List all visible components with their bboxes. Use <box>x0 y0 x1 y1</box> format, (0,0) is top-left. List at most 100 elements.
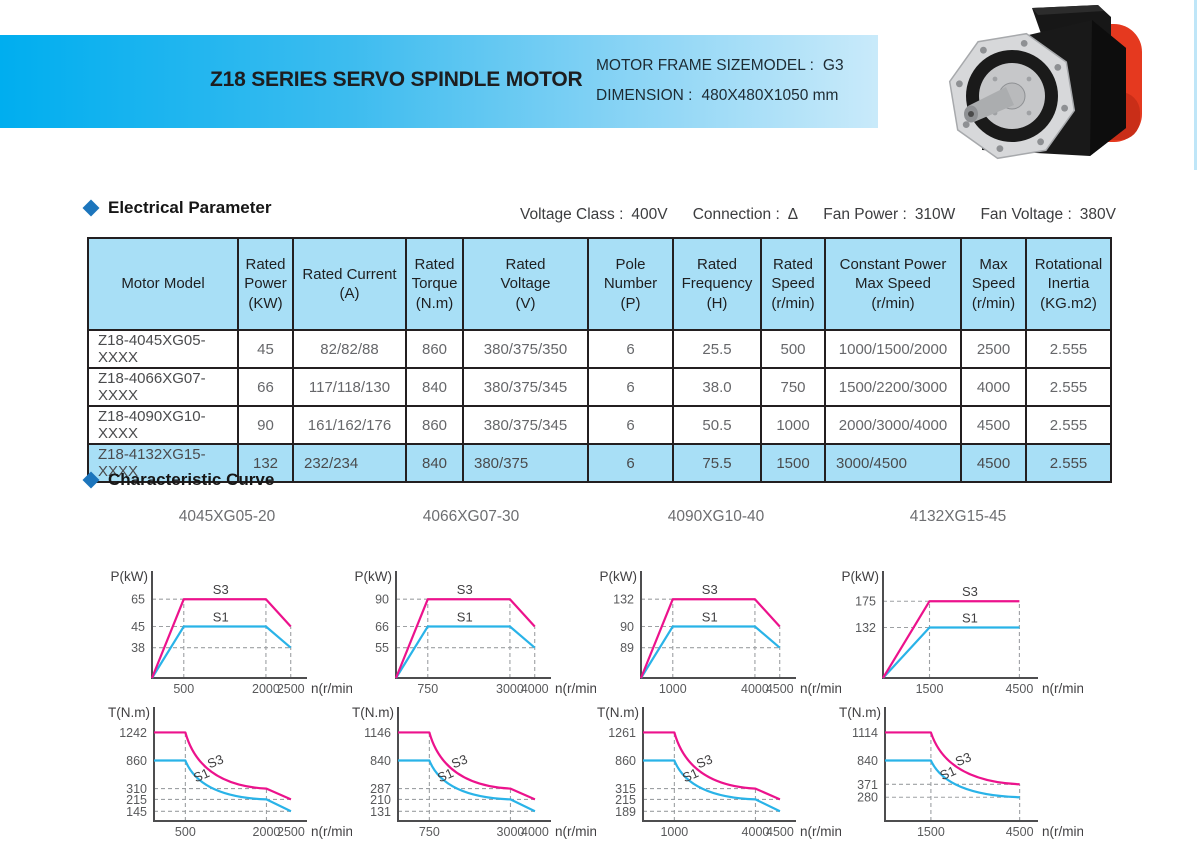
col-constant-power-max-speed: Constant Power Max Speed (r/min) <box>824 237 962 331</box>
svg-text:S3: S3 <box>962 584 978 599</box>
svg-text:1500: 1500 <box>916 682 944 696</box>
svg-text:860: 860 <box>126 754 147 768</box>
value-cell: 66 <box>237 367 294 407</box>
chart-title-4045: 4045XG05-20 <box>178 508 276 525</box>
motor-junction-box-top <box>1032 5 1104 15</box>
dimension-line: DIMENSION : 480X480X1050 mm <box>596 81 844 111</box>
value-cell: 2.555 <box>1025 443 1112 483</box>
value-cell: 1500/2200/3000 <box>824 367 962 407</box>
value-cell: 45 <box>237 329 294 369</box>
page-title: Z18 SERIES SERVO SPINDLE MOTOR <box>210 68 583 91</box>
header-band: Z18 SERIES SERVO SPINDLE MOTOR MOTOR FRA… <box>0 35 878 128</box>
power-chart-svg: S3 S1 P(kW) n(r/min) 175 132 1500 4500 <box>842 569 1089 696</box>
electrical-parameter-table: Motor Model Rated Power (KW) Rated Curre… <box>87 237 1112 483</box>
svg-text:n(r/min): n(r/min) <box>555 681 596 696</box>
value-cell: 6 <box>587 443 674 483</box>
motor-flange-bolts <box>956 40 1068 153</box>
col-rotational-inertia: Rotational Inertia (KG.m2) <box>1025 237 1112 331</box>
svg-text:T(N.m): T(N.m) <box>108 705 150 720</box>
svg-text:S3: S3 <box>449 751 469 771</box>
motor-body-side <box>1090 20 1126 156</box>
frame-size-value: G3 <box>822 57 844 74</box>
svg-text:n(r/min): n(r/min) <box>1042 681 1083 696</box>
value-cell: 380/375/345 <box>462 405 589 445</box>
svg-text:215: 215 <box>126 793 147 807</box>
value-cell: 132 <box>237 443 294 483</box>
motor-model-cell: Z18-4045XG05-XXXX <box>87 329 239 369</box>
svg-text:n(r/min): n(r/min) <box>1042 824 1083 839</box>
svg-text:S3: S3 <box>457 582 473 597</box>
svg-text:S1: S1 <box>680 765 701 785</box>
svg-text:840: 840 <box>857 754 878 768</box>
svg-text:n(r/min): n(r/min) <box>311 681 352 696</box>
value-cell: 380/375/350 <box>462 329 589 369</box>
power-chart-4132: S3 S1 P(kW) n(r/min) 175 132 1500 4500 <box>833 565 1089 705</box>
svg-text:1261: 1261 <box>608 726 636 740</box>
value-cell: 500 <box>760 329 826 369</box>
page-edge-decoration <box>1194 0 1197 170</box>
value-cell: 50.5 <box>672 405 762 445</box>
connection-spec: Connection :Δ <box>692 206 799 223</box>
col-max-speed: Max Speed (r/min) <box>960 237 1027 331</box>
svg-text:n(r/min): n(r/min) <box>800 681 841 696</box>
svg-text:4000: 4000 <box>521 682 549 696</box>
frame-size-line: MOTOR FRAME SIZEMODEL : G3 <box>596 51 844 81</box>
value-cell: 1000 <box>760 405 826 445</box>
svg-text:3000: 3000 <box>497 825 525 839</box>
svg-text:4000: 4000 <box>742 825 770 839</box>
value-cell: 90 <box>237 405 294 445</box>
svg-text:S3: S3 <box>702 582 718 597</box>
value-cell: 860 <box>405 329 464 369</box>
svg-text:500: 500 <box>173 682 194 696</box>
svg-text:38: 38 <box>131 641 145 655</box>
svg-text:860: 860 <box>615 754 636 768</box>
value-cell: 4500 <box>960 405 1027 445</box>
col-rated-current: Rated Current (A) <box>292 237 407 331</box>
svg-text:T(N.m): T(N.m) <box>597 705 639 720</box>
svg-text:45: 45 <box>131 620 145 634</box>
svg-text:S1: S1 <box>702 609 718 624</box>
svg-text:P(kW): P(kW) <box>600 569 638 584</box>
motor-plate-bolts <box>992 76 1032 116</box>
value-cell: 1000/1500/2000 <box>824 329 962 369</box>
motor-shaft <box>968 87 1014 122</box>
value-cell: 161/162/176 <box>292 405 407 445</box>
table-row: Z18-4132XG15-XXXX 132 232/234 840 380/375 6 75… <box>87 443 1112 483</box>
svg-text:132: 132 <box>855 621 876 635</box>
svg-text:S1: S1 <box>191 765 212 785</box>
value-cell: 4000 <box>960 367 1027 407</box>
svg-text:S1: S1 <box>435 765 456 785</box>
svg-text:215: 215 <box>615 793 636 807</box>
svg-text:T(N.m): T(N.m) <box>352 705 394 720</box>
value-cell: 6 <box>587 367 674 407</box>
svg-text:189: 189 <box>615 805 636 819</box>
chart-title-4066: 4066XG07-30 <box>422 508 520 525</box>
svg-text:4000: 4000 <box>521 825 549 839</box>
value-cell: 82/82/88 <box>292 329 407 369</box>
svg-text:4500: 4500 <box>1006 825 1034 839</box>
fan-voltage-spec: Fan Voltage :380V <box>980 206 1116 223</box>
motor-model-cell: Z18-4066XG07-XXXX <box>87 367 239 407</box>
svg-text:132: 132 <box>613 593 634 607</box>
svg-text:1114: 1114 <box>852 726 878 740</box>
svg-text:1242: 1242 <box>119 726 147 740</box>
voltage-class-spec: Voltage Class :400V <box>520 206 668 223</box>
chart-title-4090: 4090XG10-40 <box>667 508 765 525</box>
svg-text:n(r/min): n(r/min) <box>555 824 596 839</box>
svg-text:2000: 2000 <box>253 825 281 839</box>
svg-text:1000: 1000 <box>660 825 688 839</box>
dimension-label: DIMENSION : <box>596 87 693 104</box>
svg-text:T(N.m): T(N.m) <box>839 705 881 720</box>
svg-text:750: 750 <box>419 825 440 839</box>
svg-text:90: 90 <box>620 620 634 634</box>
svg-text:287: 287 <box>370 782 391 796</box>
motor-shaft-hole <box>968 111 974 117</box>
value-cell: 232/234 <box>292 443 407 483</box>
